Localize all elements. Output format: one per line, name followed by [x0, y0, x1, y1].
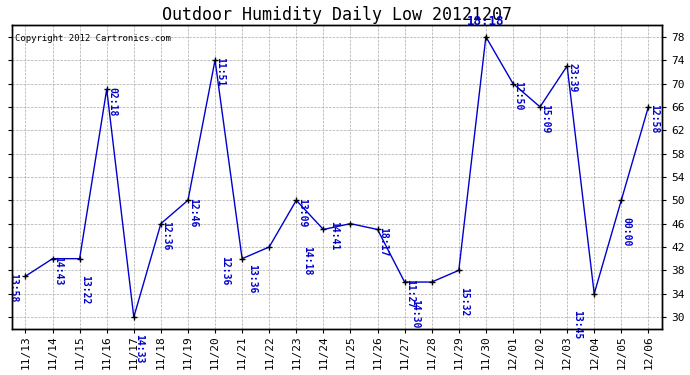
- Text: 14:18: 14:18: [302, 246, 312, 276]
- Text: 02:18: 02:18: [107, 87, 117, 116]
- Text: 14:43: 14:43: [53, 256, 63, 285]
- Text: 13:36: 13:36: [248, 264, 257, 293]
- Text: 12:36: 12:36: [161, 221, 171, 250]
- Text: 15:09: 15:09: [540, 104, 551, 134]
- Text: 15:32: 15:32: [460, 287, 469, 316]
- Text: 13:09: 13:09: [297, 198, 307, 227]
- Text: 18:17: 18:17: [378, 227, 388, 256]
- Text: 18:18: 18:18: [467, 15, 504, 28]
- Text: 14:33: 14:33: [135, 334, 144, 363]
- Text: Copyright 2012 Cartronics.com: Copyright 2012 Cartronics.com: [15, 34, 171, 43]
- Text: 00:00: 00:00: [622, 217, 632, 246]
- Text: 13:45: 13:45: [573, 310, 582, 340]
- Title: Outdoor Humidity Daily Low 20121207: Outdoor Humidity Daily Low 20121207: [162, 6, 512, 24]
- Text: 14:30: 14:30: [410, 299, 420, 328]
- Text: 14:41: 14:41: [329, 221, 339, 250]
- Text: 13:58: 13:58: [8, 273, 18, 303]
- Text: 11:51: 11:51: [215, 57, 226, 87]
- Text: 13:22: 13:22: [80, 275, 90, 305]
- Text: 12:50: 12:50: [513, 81, 524, 110]
- Text: 12:58: 12:58: [649, 104, 659, 134]
- Text: 12:36: 12:36: [221, 256, 230, 285]
- Text: 12:46: 12:46: [188, 198, 199, 227]
- Text: 11:27: 11:27: [405, 279, 415, 309]
- Text: 23:39: 23:39: [568, 63, 578, 93]
